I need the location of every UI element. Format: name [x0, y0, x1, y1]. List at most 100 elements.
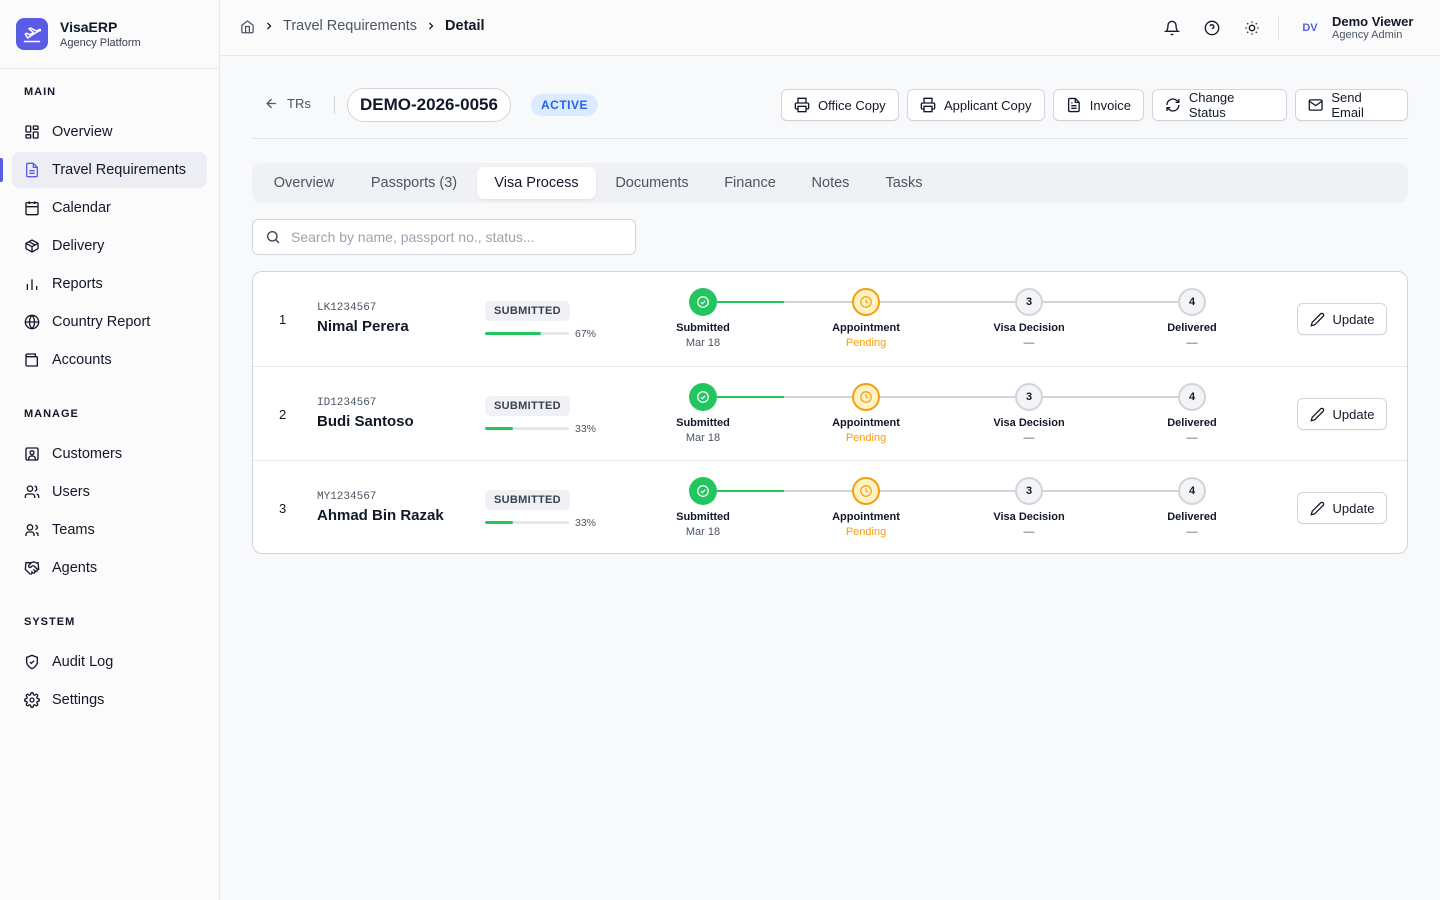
- step-connector: [1043, 396, 1178, 398]
- change-status-button[interactable]: Change Status: [1152, 89, 1287, 121]
- help-icon[interactable]: [1202, 18, 1222, 38]
- user-name[interactable]: Demo Viewer: [1332, 14, 1414, 29]
- progress-bar-fill: [485, 521, 513, 524]
- home-icon[interactable]: [240, 19, 255, 34]
- appointment-status: Pending: [845, 432, 887, 444]
- office-copy-button[interactable]: Office Copy: [781, 89, 899, 121]
- visa-decision-value: —: [1023, 432, 1035, 444]
- sidebar-item-settings[interactable]: Settings: [12, 682, 207, 718]
- brand-subtitle: Agency Platform: [60, 36, 141, 49]
- step-connector: [784, 490, 852, 492]
- sidebar-item-agents[interactable]: Agents: [12, 550, 207, 586]
- sidebar-item-users[interactable]: Users: [12, 474, 207, 510]
- sidebar-item-calendar[interactable]: Calendar: [12, 190, 207, 226]
- header-divider: [1278, 16, 1279, 40]
- document-icon: [24, 162, 40, 178]
- tab-finance[interactable]: Finance: [724, 175, 776, 191]
- breadcrumb-current: Detail: [445, 18, 485, 34]
- update-label: Update: [1332, 500, 1375, 516]
- sidebar-item-label: Settings: [52, 692, 105, 708]
- step-label-visa-decision: Visa Decision: [993, 322, 1065, 334]
- gear-icon: [24, 692, 40, 708]
- progress-bar: [485, 332, 569, 335]
- pencil-icon: [1309, 501, 1324, 516]
- sidebar-item-teams[interactable]: Teams: [12, 512, 207, 548]
- refresh-icon: [1166, 98, 1180, 112]
- nav-section-system: SYSTEM: [24, 616, 76, 628]
- sidebar-item-country-report[interactable]: Country Report: [12, 304, 207, 340]
- avatar[interactable]: DV: [1302, 22, 1318, 34]
- sidebar-item-label: Accounts: [52, 352, 112, 368]
- breadcrumb-parent[interactable]: Travel Requirements: [283, 18, 418, 34]
- update-button[interactable]: Update: [1297, 303, 1387, 335]
- tab-documents[interactable]: Documents: [615, 175, 689, 191]
- status-badge: SUBMITTED: [485, 301, 570, 321]
- tab-visa-process[interactable]: Visa Process: [477, 167, 596, 199]
- step-appointment-clock-icon: [852, 288, 880, 316]
- nav-section-main: MAIN: [24, 86, 57, 98]
- record-code: DEMO-2026-0056: [347, 88, 511, 122]
- update-label: Update: [1332, 311, 1375, 327]
- back-link[interactable]: TRs: [264, 96, 311, 111]
- tab-tasks[interactable]: Tasks: [885, 175, 923, 191]
- step-submitted-check-icon: [689, 383, 717, 411]
- sidebar-item-customers[interactable]: Customers: [12, 436, 207, 472]
- applicant-name: Budi Santoso: [317, 413, 414, 430]
- tab-passports[interactable]: Passports (3): [370, 175, 458, 191]
- tab-notes[interactable]: Notes: [811, 175, 850, 191]
- wallet-icon: [24, 352, 40, 368]
- globe-icon: [24, 314, 40, 330]
- invoice-label: Invoice: [1089, 97, 1131, 113]
- send-email-button[interactable]: Send Email: [1295, 89, 1408, 121]
- bell-icon[interactable]: [1162, 18, 1182, 38]
- visa-process-table: 1 LK1234567 Nimal Perera SUBMITTED 67% 3 4 Subm…: [252, 271, 1408, 554]
- sidebar-item-label: Country Report: [52, 314, 151, 330]
- row-number: 2: [279, 407, 287, 422]
- step-connector: [717, 490, 784, 492]
- invoice-button[interactable]: Invoice: [1053, 89, 1144, 121]
- search-input[interactable]: [291, 229, 611, 245]
- step-label-delivered: Delivered: [1167, 322, 1217, 334]
- arrow-left-icon: [266, 98, 276, 109]
- status-badge: SUBMITTED: [485, 396, 570, 416]
- calendar-icon: [24, 200, 40, 216]
- sidebar-item-delivery[interactable]: Delivery: [12, 228, 207, 264]
- change-status-label: Change Status: [1188, 90, 1235, 120]
- send-email-label: Send Email: [1331, 90, 1364, 120]
- sun-icon[interactable]: [1242, 18, 1262, 38]
- sidebar-item-audit-log[interactable]: Audit Log: [12, 644, 207, 680]
- sidebar-item-label: Reports: [52, 276, 103, 292]
- sidebar-item-overview[interactable]: Overview: [12, 114, 207, 150]
- step-label-delivered: Delivered: [1167, 511, 1217, 523]
- search-box: [252, 219, 636, 255]
- visa-decision-value: —: [1023, 526, 1035, 538]
- sidebar-item-label: Travel Requirements: [52, 162, 187, 178]
- update-button[interactable]: Update: [1297, 398, 1387, 430]
- delivered-value: —: [1186, 526, 1198, 538]
- step-connector: [784, 396, 852, 398]
- step-delivered-number: 4: [1178, 477, 1206, 505]
- sidebar-item-reports[interactable]: Reports: [12, 266, 207, 302]
- step-submitted-check-icon: [689, 288, 717, 316]
- printer-icon: [794, 97, 810, 113]
- users-icon: [24, 484, 40, 500]
- brand: VisaERP Agency Platform: [0, 0, 219, 69]
- applicant-name: Ahmad Bin Razak: [317, 507, 444, 524]
- sidebar-item-label: Teams: [52, 522, 95, 538]
- delivered-value: —: [1186, 337, 1198, 349]
- step-connector: [717, 301, 784, 303]
- sidebar-item-label: Audit Log: [52, 654, 114, 670]
- update-button[interactable]: Update: [1297, 492, 1387, 524]
- tab-overview[interactable]: Overview: [273, 175, 335, 191]
- brand-logo-icon: [16, 18, 48, 50]
- step-submitted-check-icon: [689, 477, 717, 505]
- handshake-icon: [24, 560, 40, 576]
- sidebar-item-accounts[interactable]: Accounts: [12, 342, 207, 378]
- mail-icon: [1308, 99, 1323, 111]
- pencil-icon: [1309, 312, 1324, 327]
- step-label-appointment: Appointment: [832, 322, 900, 334]
- progress-bar-fill: [485, 427, 513, 430]
- applicant-copy-button[interactable]: Applicant Copy: [907, 89, 1045, 121]
- sidebar-item-travel-requirements[interactable]: Travel Requirements: [0, 152, 207, 188]
- step-appointment-clock-icon: [852, 477, 880, 505]
